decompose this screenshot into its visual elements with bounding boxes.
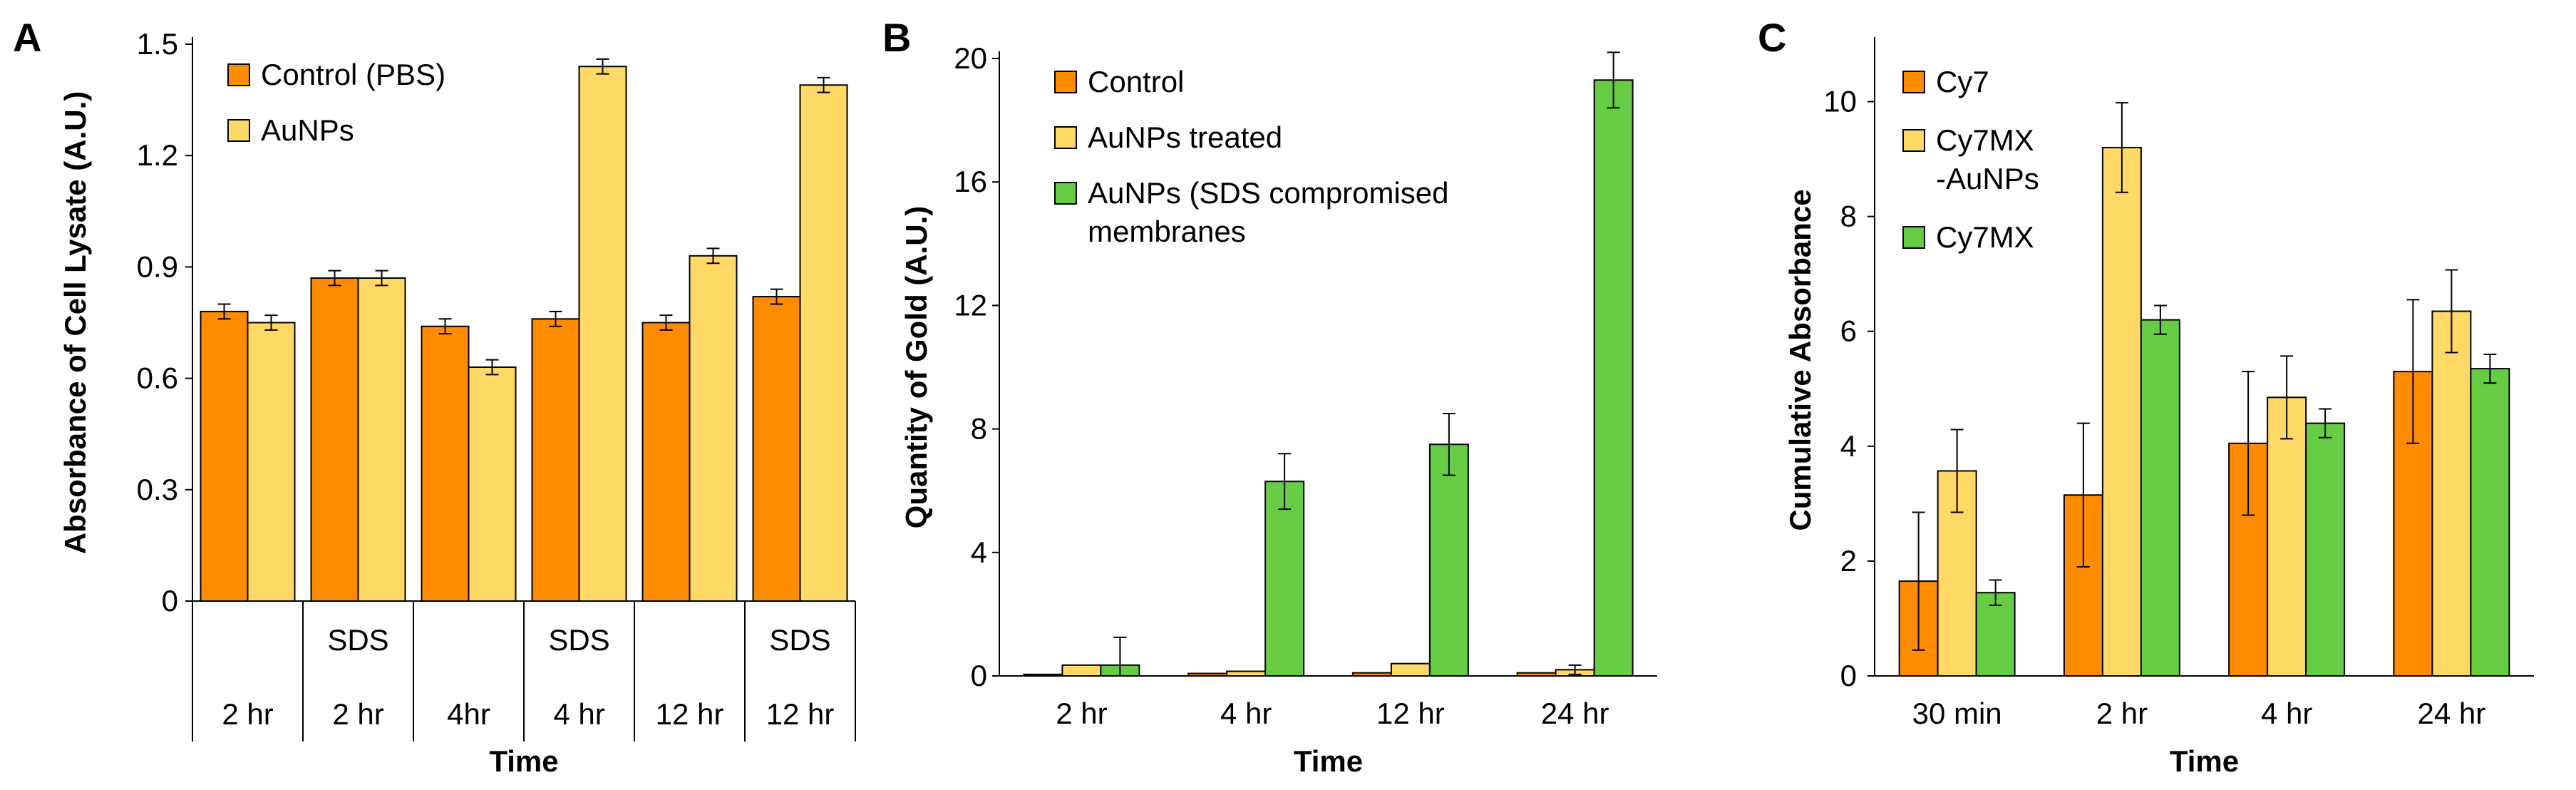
legend-swatch — [1902, 226, 1925, 249]
bar-b-s2-c2 — [1428, 443, 1469, 677]
panel-letter-c: C — [1758, 15, 1786, 60]
y-axis-title: Cumulative Absorbance — [1783, 189, 1817, 530]
x-category-tag: SDS — [548, 623, 609, 657]
panel-letter-a: A — [13, 15, 41, 60]
y-tick-label: 2 — [1840, 544, 1857, 578]
legend-swatch — [1054, 126, 1077, 149]
x-category-label: 12 hr — [766, 697, 835, 731]
legend-swatch — [1902, 129, 1925, 152]
bar-a-s0-c4 — [642, 322, 691, 602]
bar-c-s1-c2 — [2267, 396, 2307, 677]
y-tick-label: 0.3 — [137, 473, 178, 506]
x-category-label: 12 hr — [656, 697, 724, 731]
x-axis-title: Time — [1294, 744, 1363, 778]
bar-b-s0-c1 — [1187, 672, 1228, 677]
legend-swatch — [227, 119, 250, 142]
legend-label: -AuNPs — [1936, 162, 2039, 195]
legend-swatch — [1054, 71, 1077, 93]
bar-a-s1-c2 — [468, 366, 517, 602]
x-axis-title: Time — [489, 744, 558, 778]
x-category-label: 2 hr — [2096, 697, 2148, 730]
x-axis-title: Time — [2170, 744, 2239, 778]
y-tick-label: 1.5 — [137, 27, 178, 61]
x-category-label: 2 hr — [222, 697, 273, 731]
x-category-label: 4 hr — [2261, 697, 2312, 730]
legend-label: Control (PBS) — [261, 58, 445, 91]
y-tick-label: 0 — [971, 659, 987, 692]
bar-b-s1-c0 — [1061, 664, 1102, 677]
bar-b-s2-c1 — [1264, 481, 1305, 677]
x-category-label: 24 hr — [2418, 697, 2486, 730]
bar-c-s2-c2 — [2305, 422, 2346, 677]
y-tick-label: 4 — [1840, 429, 1857, 463]
x-category-label: 12 hr — [1376, 697, 1445, 730]
x-category-label: 4 hr — [553, 697, 604, 731]
bar-a-s0-c3 — [531, 318, 580, 602]
y-tick-label: 8 — [971, 412, 987, 446]
bar-a-s1-c1 — [357, 277, 406, 602]
y-tick-label: 0 — [1840, 659, 1857, 692]
legend-label: Cy7MX — [1936, 220, 2034, 254]
x-category-label: 4hr — [447, 697, 490, 731]
legend-label: AuNPs — [261, 113, 354, 147]
bar-c-s1-c3 — [2431, 310, 2472, 677]
y-tick-label: 6 — [1840, 314, 1857, 348]
x-category-label: 2 hr — [1056, 697, 1107, 730]
y-tick-label: 4 — [971, 535, 987, 569]
y-axis-title: Quantity of Gold (A.U.) — [900, 206, 933, 529]
y-tick-label: 10 — [1823, 85, 1857, 118]
bar-a-s1-c3 — [578, 66, 627, 602]
bar-a-s0-c2 — [421, 325, 470, 602]
bar-b-s0-c3 — [1516, 672, 1557, 677]
bar-c-s1-c1 — [2101, 146, 2142, 677]
bar-c-s2-c1 — [2140, 319, 2180, 677]
x-category-tag: SDS — [769, 623, 830, 657]
bar-c-s2-c3 — [2470, 368, 2510, 677]
legend-label: AuNPs treated — [1088, 120, 1282, 154]
y-tick-label: 20 — [954, 41, 987, 75]
bar-b-s0-c2 — [1351, 672, 1392, 677]
bar-a-s1-c0 — [247, 322, 296, 602]
y-tick-label: 0.9 — [137, 250, 178, 283]
y-tick-label: 0 — [162, 584, 178, 617]
y-tick-label: 16 — [954, 165, 987, 198]
bar-b-s2-c3 — [1593, 79, 1634, 677]
x-category-label: 30 min — [1912, 697, 2002, 730]
y-tick-label: 1.2 — [137, 138, 178, 172]
y-tick-label: 12 — [954, 288, 987, 322]
panel-b: B 0 4 8 12 16 20 Quantity of Gold (A.U.) Time 2 h… — [882, 15, 1657, 778]
bar-a-s1-c5 — [799, 84, 848, 602]
legend-swatch — [1054, 182, 1077, 205]
bar-a-s0-c0 — [200, 310, 249, 602]
legend-label: Cy7 — [1936, 65, 1989, 98]
legend-swatch — [227, 63, 250, 86]
legend-label: AuNPs (SDS compromised — [1088, 176, 1448, 210]
bar-a-s0-c1 — [310, 277, 359, 602]
panel-c: C 0 2 4 6 8 10 Cumulative Absorbance Time 30 min 2… — [1758, 15, 2534, 778]
bar-a-s0-c5 — [752, 296, 801, 602]
y-tick-label: 0.6 — [137, 361, 178, 395]
legend-swatch — [1902, 71, 1925, 93]
bar-b-s1-c2 — [1390, 662, 1431, 677]
bar-b-s1-c1 — [1226, 670, 1267, 677]
bar-a-s1-c4 — [689, 255, 738, 602]
legend-label: Control — [1088, 65, 1184, 98]
x-category-label: 24 hr — [1541, 697, 1609, 730]
y-axis-title: Absorbance of Cell Lysate (A.U.) — [58, 91, 92, 555]
x-category-tag: SDS — [327, 623, 388, 657]
x-category-label: 4 hr — [1220, 697, 1272, 730]
panel-a: A 0 0.3 0.6 0.9 1.2 1.5 Absorbance of Cell Lysa… — [13, 15, 856, 778]
legend-label: membranes — [1088, 215, 1246, 248]
y-tick-label: 8 — [1840, 200, 1857, 233]
legend-label: Cy7MX — [1936, 123, 2034, 157]
x-category-label: 2 hr — [332, 697, 383, 731]
panel-letter-b: B — [882, 15, 911, 60]
bar-b-s0-c0 — [1023, 673, 1063, 677]
